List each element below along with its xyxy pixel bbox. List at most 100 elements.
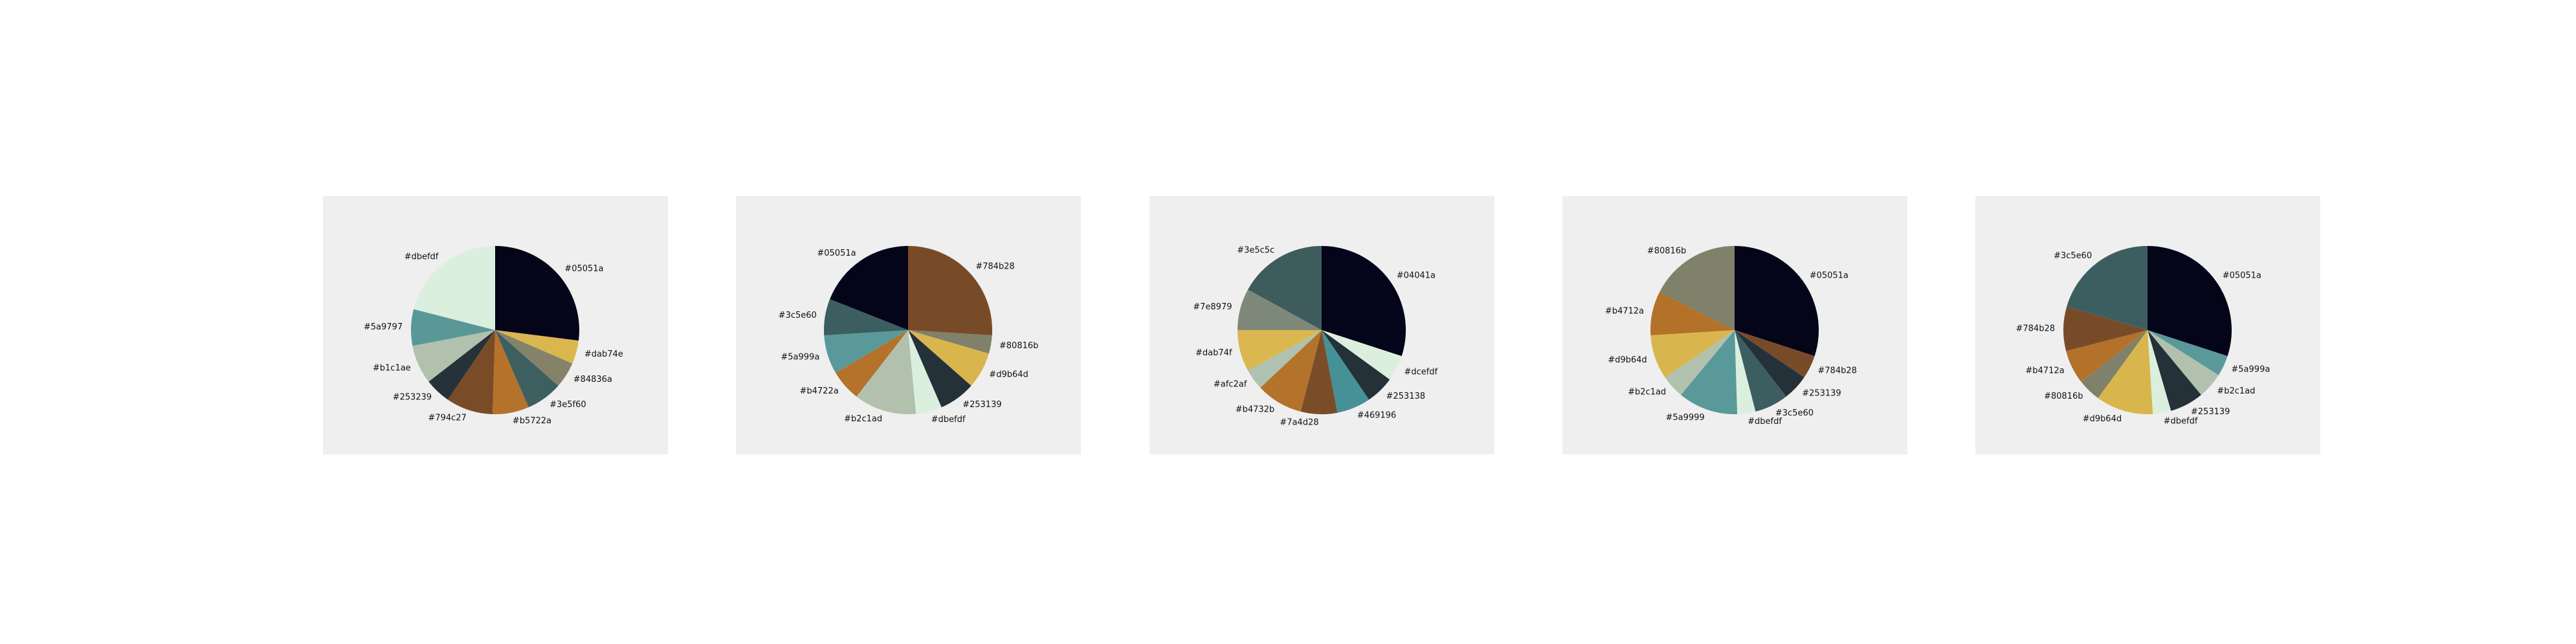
slice-label: #784b28	[2016, 324, 2056, 333]
slice-label: #d9b64d	[2083, 414, 2122, 424]
slice-label: #b2c1ad	[1628, 388, 1666, 397]
slice-label: #3e5f60	[550, 400, 586, 410]
pie-slice	[495, 330, 559, 408]
pie-slice	[2067, 246, 2148, 330]
slice-label: #b5722a	[513, 416, 551, 426]
slice-label: #469196	[1357, 411, 1397, 421]
slice-label: #dbefdf	[931, 415, 966, 425]
pie-slice	[495, 330, 573, 386]
slice-label: #80816b	[999, 341, 1039, 351]
pie-slice	[2098, 330, 2153, 414]
slice-label: #3c5e60	[779, 311, 817, 320]
pie-slice	[824, 330, 908, 373]
slice-label: #dbefdf	[2164, 416, 2198, 426]
pie-chart-4: #05051a #784b28 #253139 #3c5e60#dbefdf #5a99…	[1605, 246, 1857, 427]
slice-label: #80816b	[2044, 392, 2083, 401]
pie-slice	[1248, 246, 1322, 330]
pie-slice	[1322, 330, 1390, 400]
pie-slice	[1322, 246, 1406, 357]
pie-slice	[1681, 330, 1738, 415]
pie-slice	[495, 330, 579, 364]
slice-label: #253138	[1386, 392, 1426, 401]
slice-label: #3c5e60	[1775, 408, 1814, 418]
pie-slice	[1238, 289, 1322, 330]
slice-label: #5a9797	[364, 322, 403, 332]
pie-slice	[1650, 291, 1735, 336]
pie-slice	[1735, 330, 1804, 397]
pie-slice	[1735, 330, 1786, 412]
pie-slice	[1735, 330, 1815, 378]
slice-label: #3c5e60	[2054, 251, 2092, 261]
slice-label: #253139	[962, 400, 1002, 410]
pie-slice	[447, 330, 495, 414]
slice-label: #dbefdf	[1748, 417, 1782, 427]
pie-chart-3: #04041a #dcefdf #253138 #469196 #7a4d28 #b473…	[1193, 245, 1438, 427]
slice-label: #dab74f	[1195, 348, 1232, 358]
pie-slice	[856, 330, 916, 414]
slice-label: #dcefdf	[1404, 367, 1438, 377]
slice-label: #afc2af	[1214, 380, 1247, 390]
slice-label: #784b28	[975, 262, 1015, 272]
pie-chart-panel-2: #784b28 #80816b #d9b64d #253139 #dbefdf #b2c1…	[736, 196, 1081, 454]
slice-label: #5a999a	[2231, 364, 2270, 374]
slice-label: #d9b64d	[989, 370, 1028, 379]
slice-label: #b1c1ae	[373, 363, 411, 373]
pie-slice	[412, 330, 495, 382]
pie-slice	[908, 330, 992, 354]
pie-slice	[1248, 330, 1322, 388]
pie-slice	[1735, 246, 1819, 357]
slice-label: #253139	[1802, 388, 1841, 398]
pie-slice	[492, 330, 529, 415]
pie-chart-panel-1: #05051a #dab74e #84836a #3e5f60 #b5722a #794c…	[323, 196, 668, 454]
pie-slice	[428, 330, 495, 400]
slice-label: #5a9999	[1665, 413, 1704, 423]
pie-slice	[2081, 330, 2148, 399]
pie-slice	[2148, 330, 2171, 414]
slice-label: #7e8979	[1193, 302, 1232, 312]
pie-slice	[1665, 330, 1735, 395]
pie-slice	[414, 246, 495, 330]
pie-slice	[1322, 330, 1370, 413]
slice-label: #784b28	[1817, 366, 1857, 375]
slice-label: #80816b	[1647, 247, 1687, 256]
pie-chart-2: #784b28 #80816b #d9b64d #253139 #dbefdf #b2c1…	[779, 246, 1039, 425]
pie-slice	[1260, 330, 1322, 412]
pie-slice	[1650, 330, 1735, 378]
slice-label: #b4722a	[799, 386, 838, 396]
slice-label: #84836a	[573, 375, 612, 384]
pie-slice	[830, 246, 908, 330]
pie-slice	[2066, 330, 2148, 382]
pie-slice	[495, 246, 579, 341]
pie-slice	[2063, 306, 2148, 351]
pie-slice	[2148, 330, 2228, 375]
slice-label: #d9b64d	[1608, 355, 1647, 365]
slice-label: #b2c1ad	[844, 414, 882, 424]
slice-label: #b4712a	[2025, 366, 2064, 375]
slice-label: #05051a	[817, 249, 856, 258]
slice-label: #04041a	[1397, 271, 1436, 280]
pie-slice	[1735, 330, 1756, 414]
pie-slice	[2148, 330, 2219, 395]
pie-slice	[1322, 330, 1402, 380]
pie-slice	[1238, 330, 1322, 371]
slice-label: #05051a	[2223, 271, 2261, 280]
pie-chart-panel-4: #05051a #784b28 #253139 #3c5e60 #dbefdf #5a99…	[1562, 196, 1907, 454]
pie-slice	[908, 330, 942, 414]
pie-slice	[824, 299, 908, 336]
slice-label: #05051a	[564, 264, 603, 274]
pie-chart-panel-5: #05051a #5a999a #b2c1ad #253139 #dbefdf #d9b6…	[1975, 196, 2320, 454]
slice-label: #7a4d28	[1280, 417, 1318, 427]
slice-label: #b4732b	[1236, 405, 1274, 415]
slice-label: #253239	[393, 393, 432, 403]
pie-slice	[1300, 330, 1338, 415]
pie-slice	[2148, 246, 2232, 357]
slice-label: #dab74e	[584, 350, 623, 359]
pie-slice	[2148, 330, 2201, 411]
pie-slice	[1660, 246, 1735, 330]
pie-slice	[836, 330, 908, 397]
slice-label: #794c27	[428, 414, 466, 423]
slice-label: #dbefdf	[405, 252, 439, 262]
pie-chart-5: #05051a #5a999a #b2c1ad #253139#dbefdf #d9b6…	[2016, 246, 2270, 426]
pie-chart-1: #05051a #dab74e #84836a #3e5f60 #b5722a #794c…	[364, 246, 623, 426]
pie-slice	[908, 246, 992, 336]
